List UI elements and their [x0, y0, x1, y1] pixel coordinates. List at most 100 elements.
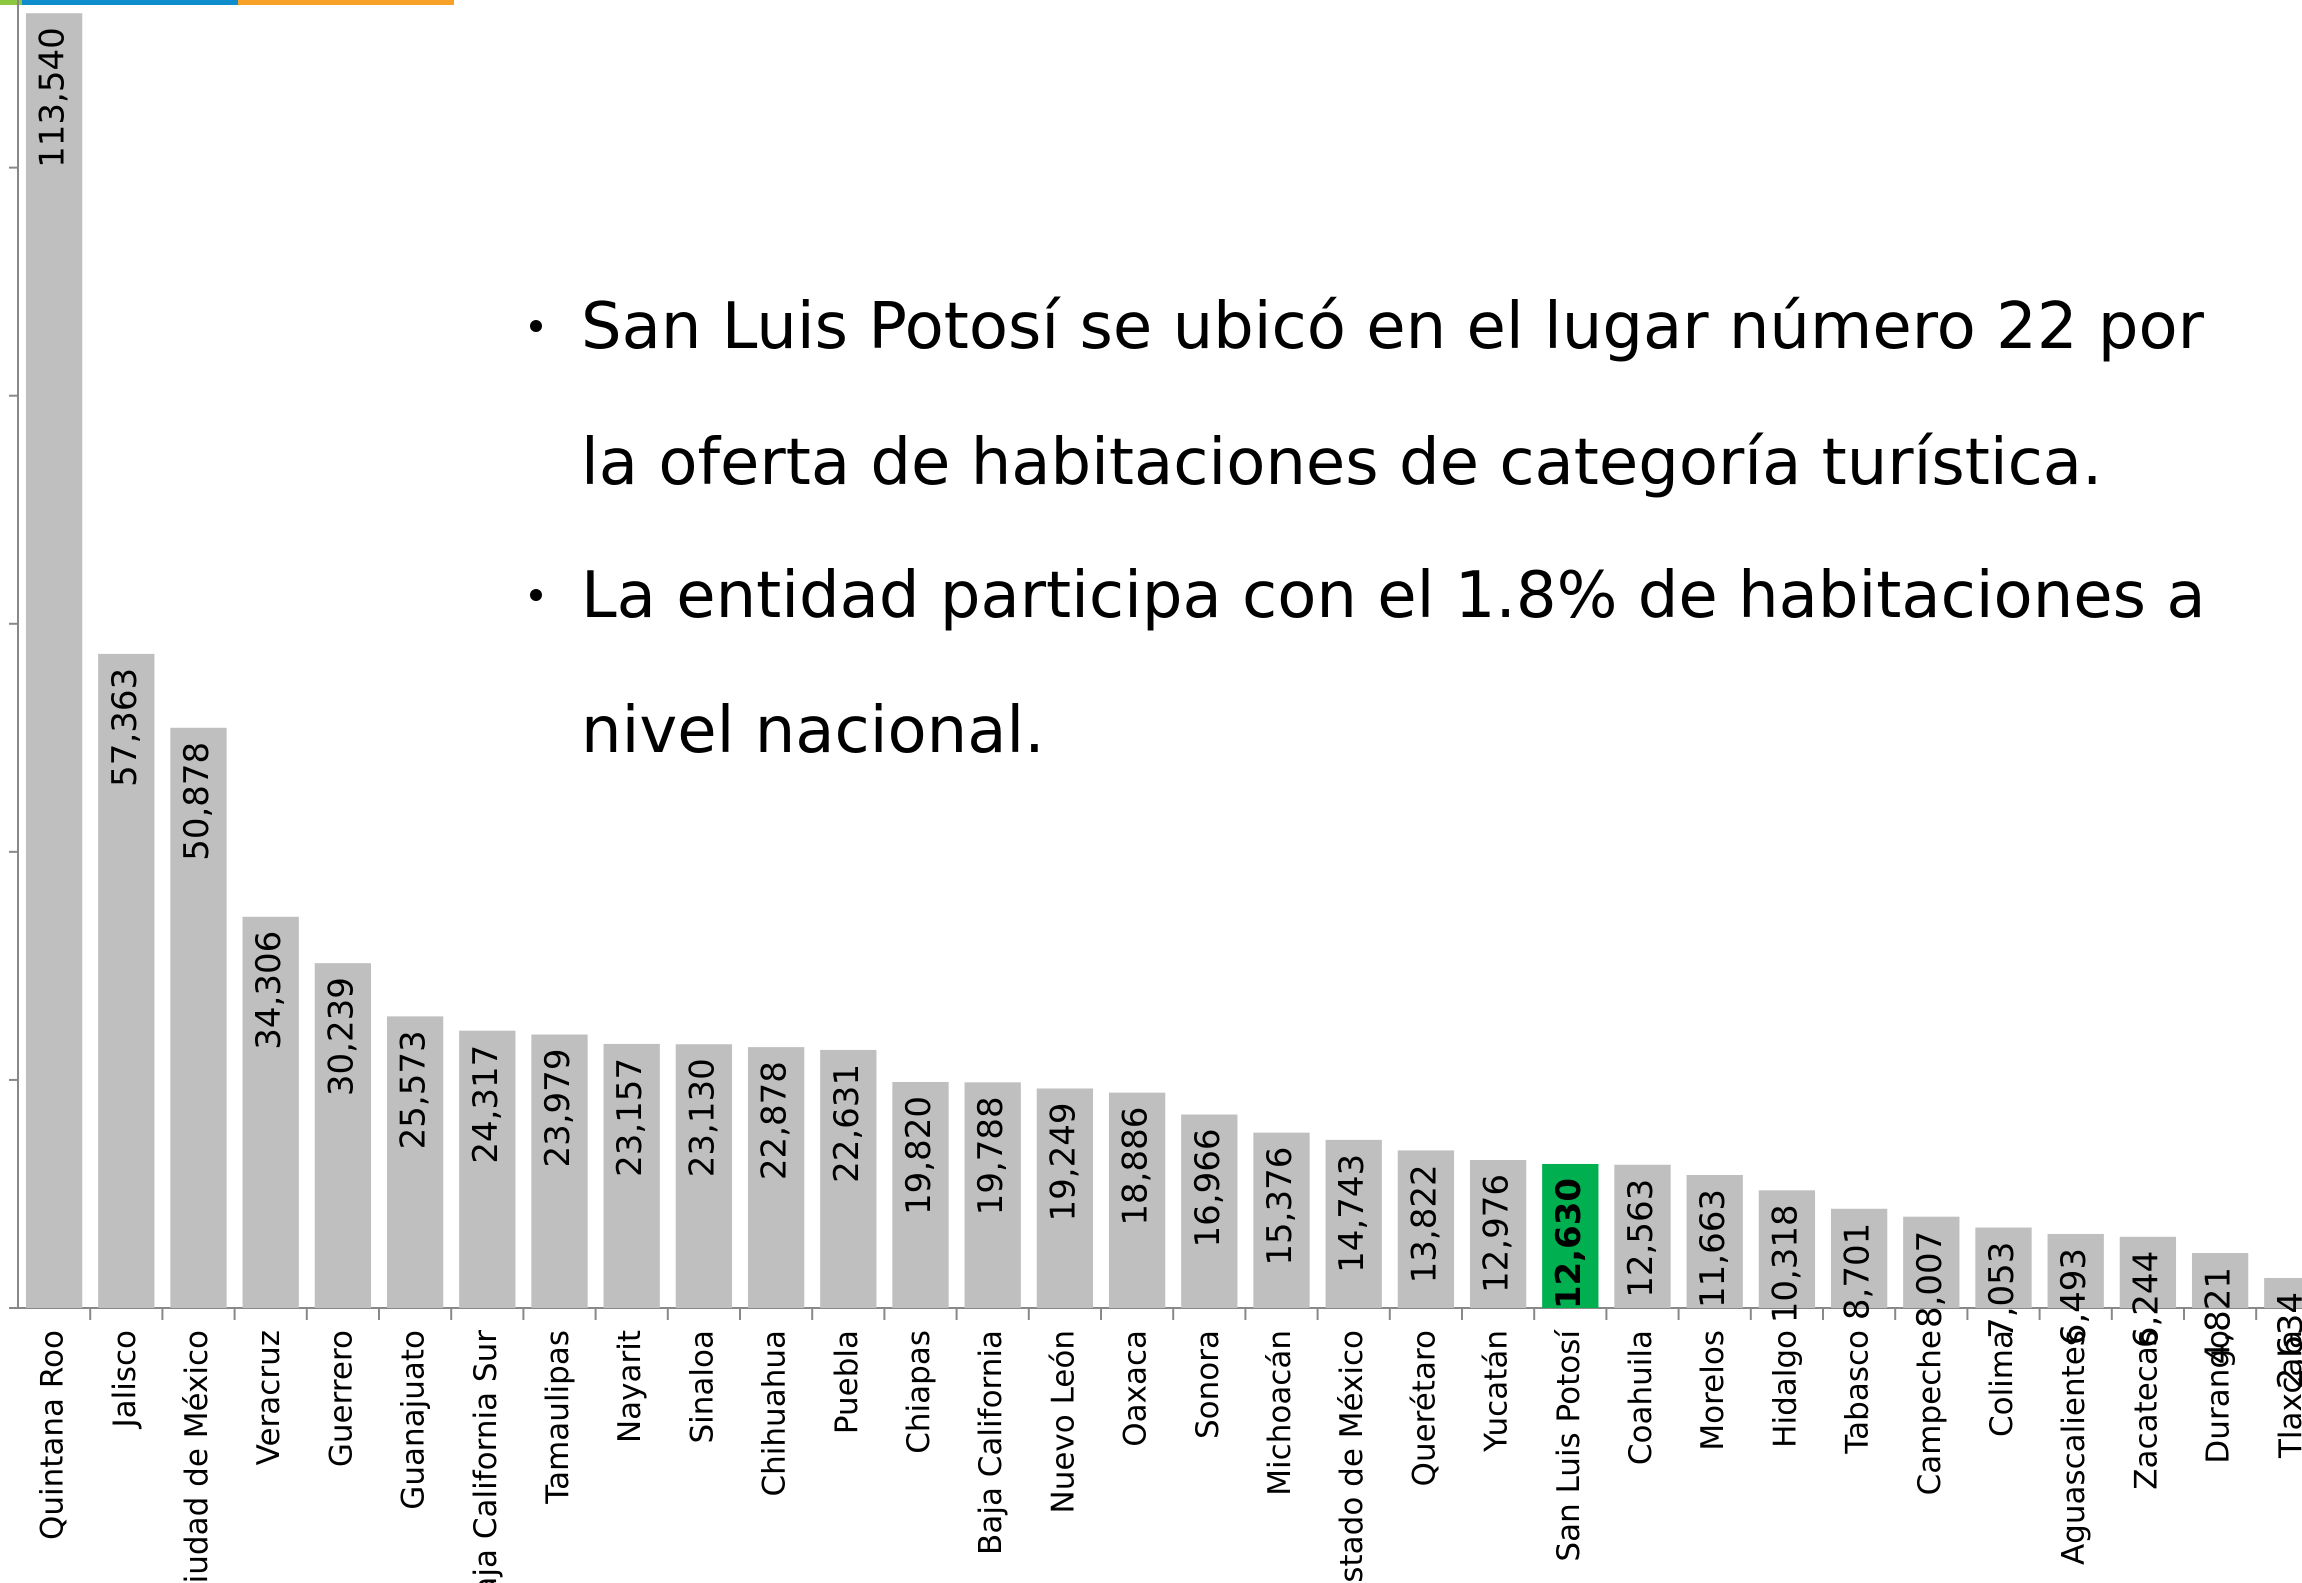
- bar: [531, 1034, 588, 1308]
- x-tick-label: Veracruz: [251, 1330, 287, 1465]
- x-tick-label: Sonora: [1190, 1330, 1226, 1439]
- x-tick-label: Tamaulipas: [540, 1330, 576, 1505]
- bar: [1830, 1208, 1888, 1308]
- x-tick-label: Chihuahua: [757, 1330, 793, 1497]
- bar: [1614, 1164, 1671, 1308]
- x-tick-label: Querétaro: [1406, 1330, 1442, 1486]
- bar: [1325, 1139, 1382, 1308]
- bar: [1686, 1174, 1743, 1308]
- x-tick-label: Oaxaca: [1118, 1330, 1154, 1447]
- bar: [1542, 1163, 1599, 1308]
- x-tick-label: Nayarit: [612, 1330, 648, 1443]
- value-label: 4,821: [2199, 1267, 2239, 1364]
- value-label: 13,822: [1404, 1164, 1444, 1283]
- value-label: 10,318: [1765, 1204, 1805, 1323]
- x-tick-label: Zacatecas: [2128, 1330, 2164, 1490]
- accent-strip: [238, 0, 454, 5]
- bar: [1397, 1150, 1455, 1308]
- x-tick-label: Baja California Sur: [468, 1330, 504, 1583]
- bar: [1758, 1190, 1816, 1308]
- x-tick-label: Aguascalientes: [2056, 1330, 2092, 1565]
- bullet-text: nivel nacional.: [581, 694, 1045, 768]
- x-tick-label: Coahuila: [1623, 1330, 1659, 1465]
- bar: [2191, 1253, 2249, 1308]
- bar: [242, 916, 299, 1308]
- bullet-dot: [530, 589, 542, 601]
- value-label: 15,376: [1260, 1147, 1300, 1266]
- x-tick-label: Tabasco: [1840, 1330, 1876, 1455]
- value-label: 22,631: [827, 1064, 867, 1183]
- value-label: 7,053: [1982, 1242, 2022, 1339]
- x-tick-label: Colima: [1984, 1330, 2020, 1437]
- value-label: 11,663: [1693, 1189, 1733, 1308]
- bullet-text: San Luis Potosí se ubicó en el lugar núm…: [581, 290, 2205, 364]
- value-label: 6,244: [2126, 1251, 2166, 1348]
- x-tick-label: Quintana Roo: [35, 1330, 71, 1540]
- bar: [1469, 1160, 1527, 1308]
- bar: [1036, 1088, 1094, 1308]
- accent-strip: [0, 0, 22, 5]
- bar: [2119, 1236, 2177, 1308]
- bar: [2264, 1277, 2302, 1308]
- bar: [747, 1047, 805, 1308]
- value-label: 30,239: [321, 977, 361, 1096]
- x-tick-label: Nuevo León: [1045, 1330, 1081, 1514]
- value-label: 8,007: [1910, 1231, 1950, 1328]
- x-tick-label: Guerrero: [323, 1330, 359, 1467]
- bar: [1253, 1132, 1310, 1308]
- x-tick-label: Michoacán: [1262, 1330, 1298, 1496]
- x-tick-label: Hidalgo: [1767, 1330, 1803, 1448]
- bar: [964, 1082, 1021, 1308]
- value-label: 6,493: [2054, 1248, 2094, 1345]
- bullet-text: la oferta de habitaciones de categoría t…: [581, 426, 2102, 500]
- x-tick-label: Campeche: [1912, 1330, 1948, 1495]
- bar: [98, 653, 155, 1308]
- value-label: 19,820: [899, 1096, 939, 1215]
- value-label: 23,130: [682, 1058, 722, 1177]
- x-tick-label: Ciudad de México: [179, 1330, 215, 1583]
- value-label: 12,630: [1549, 1178, 1589, 1309]
- value-label: 8,701: [1838, 1223, 1878, 1320]
- value-label: 19,249: [1043, 1102, 1083, 1221]
- x-tick-label: Chiapas: [901, 1330, 937, 1454]
- bar: [675, 1044, 733, 1308]
- value-label: 12,563: [1621, 1179, 1661, 1298]
- bar: [1975, 1227, 2032, 1308]
- value-label: 57,363: [105, 668, 145, 787]
- x-tick-label: Yucatán: [1479, 1330, 1515, 1453]
- bar: [1903, 1216, 1960, 1308]
- bar: [2047, 1233, 2104, 1308]
- x-tick-label: Puebla: [829, 1330, 865, 1434]
- bar: [1181, 1114, 1238, 1308]
- x-tick-label: Tlaxcala: [2273, 1330, 2302, 1459]
- bar: [892, 1081, 949, 1308]
- value-label: 19,788: [971, 1096, 1011, 1215]
- value-label: 25,573: [394, 1030, 434, 1149]
- value-label: 14,743: [1332, 1154, 1372, 1273]
- bar: [459, 1030, 516, 1308]
- x-tick-label: San Luis Potosí: [1551, 1329, 1587, 1562]
- value-label: 23,157: [610, 1058, 650, 1177]
- bar: [25, 13, 83, 1308]
- x-tick-label: Durango: [2201, 1330, 2237, 1464]
- value-label: 18,886: [1116, 1107, 1156, 1226]
- value-label: 22,878: [755, 1061, 795, 1180]
- x-tick-label: Estado de México: [1334, 1330, 1370, 1583]
- bar: [820, 1049, 877, 1308]
- bar: [314, 963, 372, 1308]
- value-label: 23,979: [538, 1049, 578, 1168]
- x-tick-label: Sinaloa: [684, 1330, 720, 1444]
- bullet-text: La entidad participa con el 1.8% de habi…: [581, 559, 2206, 633]
- value-label: 24,317: [466, 1045, 506, 1164]
- value-label: 50,878: [177, 742, 217, 861]
- value-label: 12,976: [1477, 1174, 1517, 1293]
- x-tick-label: Morelos: [1695, 1330, 1731, 1451]
- bar: [170, 727, 227, 1308]
- bullet-dot: [530, 320, 542, 332]
- x-tick-label: Baja California: [973, 1330, 1009, 1555]
- value-label: 2,634: [2271, 1292, 2302, 1389]
- x-tick-label: Guanajuato: [396, 1330, 432, 1510]
- x-tick-label: Jalisco: [107, 1330, 143, 1430]
